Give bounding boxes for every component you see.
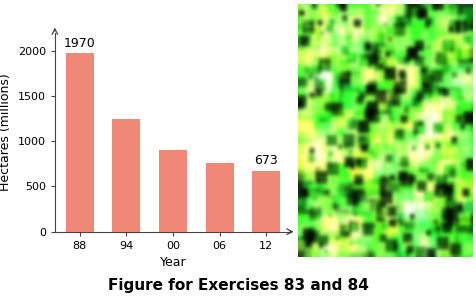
Bar xyxy=(112,119,140,232)
Bar xyxy=(205,163,233,232)
Bar xyxy=(65,53,93,232)
Text: Figure for Exercises 83 and 84: Figure for Exercises 83 and 84 xyxy=(108,278,368,293)
Bar xyxy=(159,150,187,232)
Y-axis label: Hectares (millions): Hectares (millions) xyxy=(0,73,12,191)
Text: 1970: 1970 xyxy=(64,37,95,50)
Bar xyxy=(252,171,279,232)
Text: 673: 673 xyxy=(254,154,278,167)
X-axis label: Year: Year xyxy=(159,256,186,269)
